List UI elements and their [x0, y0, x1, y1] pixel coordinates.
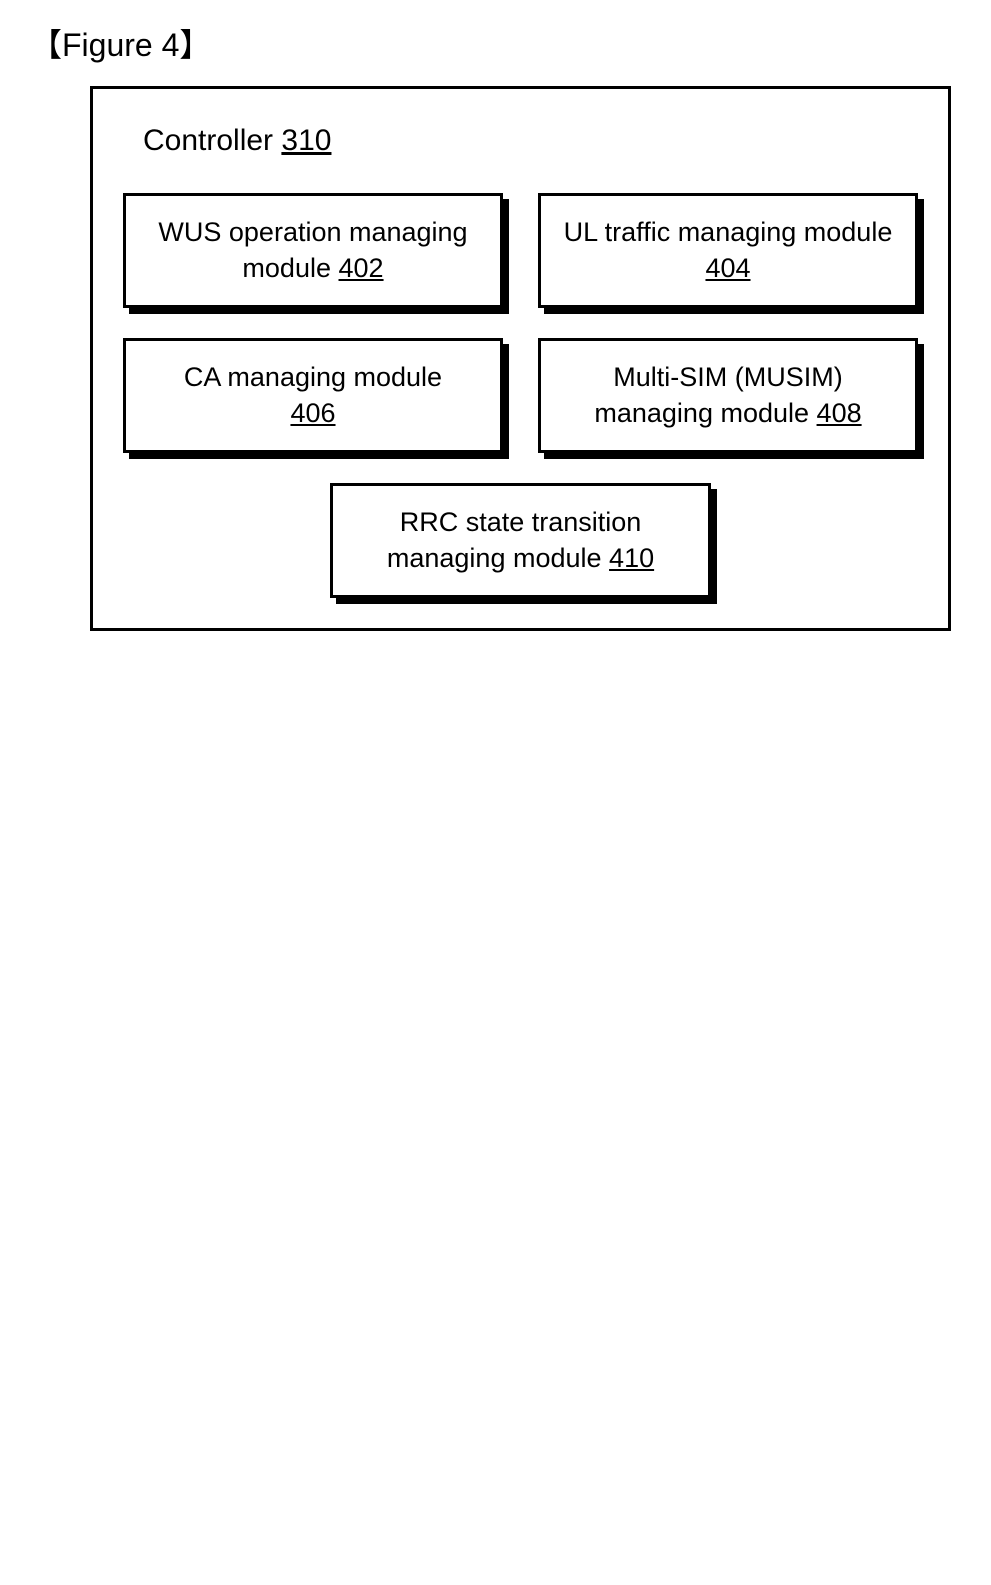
- controller-title: Controller 310: [143, 124, 918, 158]
- wus-module-text: WUS operation managing module: [158, 217, 467, 283]
- wus-module-ref: 402: [339, 253, 384, 283]
- ul-module-ref: 404: [705, 253, 750, 283]
- musim-module-text: Multi-SIM (MUSIM) managing module: [594, 362, 842, 428]
- ul-module: UL traffic managing module 404: [538, 193, 918, 308]
- ca-module-ref: 406: [290, 398, 335, 428]
- wus-module: WUS operation managing module 402: [123, 193, 503, 308]
- musim-module-ref: 408: [817, 398, 862, 428]
- ca-module-text: CA managing module: [184, 362, 442, 392]
- rrc-module: RRC state transition managing module 410: [330, 483, 712, 598]
- module-row-1: WUS operation managing module 402 UL tra…: [123, 193, 918, 308]
- figure-label: 【Figure 4】: [30, 20, 971, 66]
- musim-module: Multi-SIM (MUSIM) managing module 408: [538, 338, 918, 453]
- controller-title-text: Controller: [143, 124, 273, 157]
- controller-box: Controller 310 WUS operation managing mo…: [90, 86, 951, 631]
- rrc-module-ref: 410: [609, 543, 654, 573]
- ul-module-text: UL traffic managing module: [564, 217, 893, 247]
- module-row-2: CA managing module 406 Multi-SIM (MUSIM)…: [123, 338, 918, 453]
- module-row-3: RRC state transition managing module 410: [123, 483, 918, 598]
- ca-module: CA managing module 406: [123, 338, 503, 453]
- controller-title-ref: 310: [281, 124, 331, 157]
- rrc-module-text: RRC state transition managing module: [387, 507, 641, 573]
